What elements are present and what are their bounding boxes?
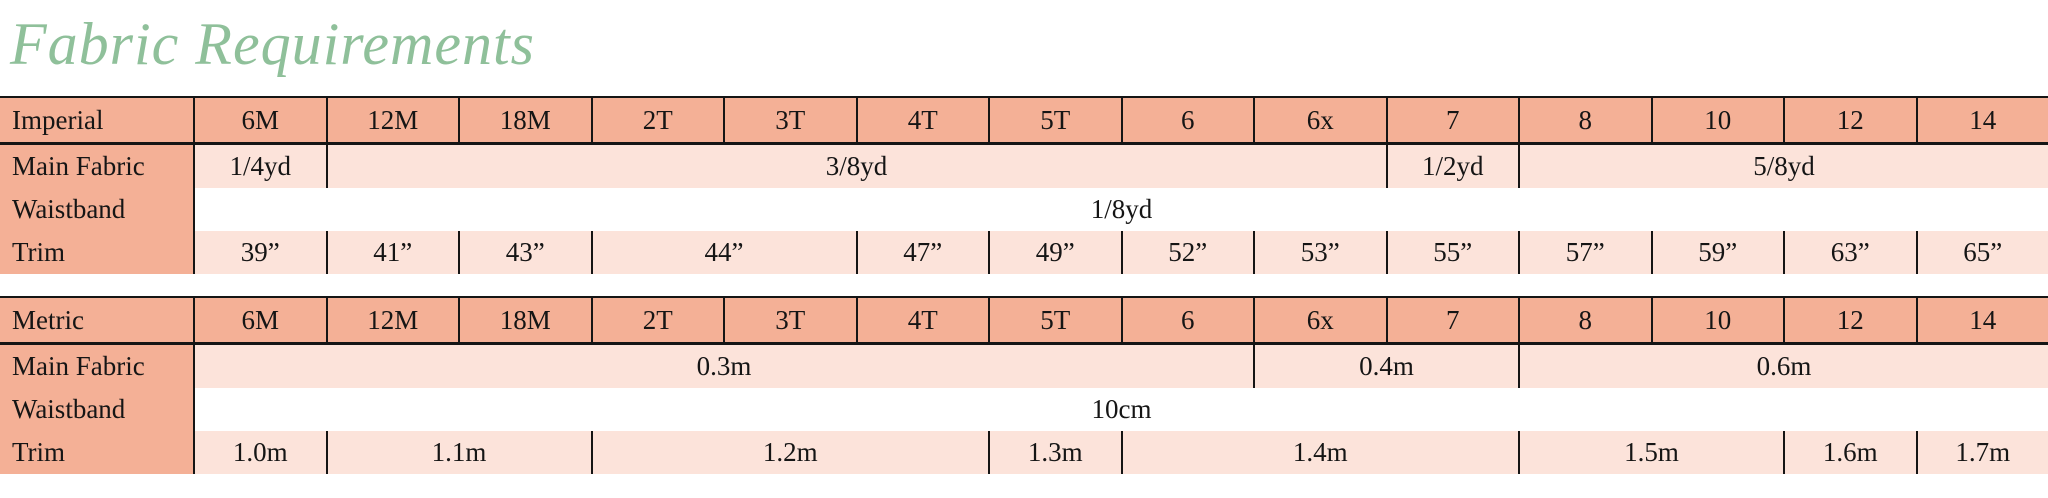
row-label: Trim: [0, 231, 193, 274]
value-cell: 1.3m: [988, 431, 1121, 474]
size-header: 14: [1915, 98, 2048, 145]
size-header: 6x: [1253, 98, 1386, 145]
size-header: 12M: [325, 98, 458, 145]
value-cell: 52”: [1120, 231, 1253, 274]
value-cell: 10cm: [193, 388, 2048, 431]
value-cell: 44”: [590, 231, 856, 274]
row-label: Main Fabric: [0, 145, 193, 188]
value-cell: 1.2m: [590, 431, 988, 474]
size-header: 7: [1385, 298, 1518, 345]
value-cell: 55”: [1385, 231, 1518, 274]
value-cell: 43”: [458, 231, 591, 274]
size-header: 5T: [988, 98, 1121, 145]
value-cell: 53”: [1253, 231, 1386, 274]
fabric-requirements-page: Fabric Requirements Imperial 6M 12M 18M 2T 3T…: [0, 14, 2048, 498]
table-imperial: Imperial 6M 12M 18M 2T 3T 4T 5T 6 6x 7 8 10 12 14 Main …: [0, 96, 2048, 274]
size-header: 12: [1783, 98, 1916, 145]
size-header: 6x: [1253, 298, 1386, 345]
value-cell: 1/4yd: [193, 145, 326, 188]
size-header: 14: [1915, 298, 2048, 345]
value-cell: 59”: [1650, 231, 1783, 274]
value-cell: 49”: [988, 231, 1121, 274]
size-header: 6: [1120, 298, 1253, 345]
row-label: Waistband: [0, 188, 193, 231]
size-header: 8: [1518, 298, 1651, 345]
size-header: 6: [1120, 98, 1253, 145]
table-metric: Metric 6M 12M 18M 2T 3T 4T 5T 6 6x 7 8 10 12 14 Main Fa…: [0, 296, 2048, 474]
size-header: 8: [1518, 98, 1651, 145]
page-title: Fabric Requirements: [10, 11, 535, 77]
size-header: 7: [1385, 98, 1518, 145]
row-label: Trim: [0, 431, 193, 474]
size-header: 6M: [193, 98, 326, 145]
value-cell: 39”: [193, 231, 326, 274]
size-header: 3T: [723, 98, 856, 145]
value-cell: 1.0m: [193, 431, 326, 474]
value-cell: 0.4m: [1253, 345, 1518, 388]
value-cell: 5/8yd: [1518, 145, 2048, 188]
unit-label-header: Imperial: [0, 98, 193, 145]
value-cell: 3/8yd: [325, 145, 1386, 188]
value-cell: 1.5m: [1518, 431, 1783, 474]
size-header: 4T: [855, 298, 988, 345]
value-cell: 65”: [1915, 231, 2048, 274]
size-header: 10: [1650, 298, 1783, 345]
row-label: Main Fabric: [0, 345, 193, 388]
size-header: 2T: [590, 298, 723, 345]
value-cell: 47”: [855, 231, 988, 274]
size-header: 18M: [458, 98, 591, 145]
size-header: 3T: [723, 298, 856, 345]
value-cell: 1/2yd: [1385, 145, 1518, 188]
value-cell: 0.3m: [193, 345, 1253, 388]
size-header: 2T: [590, 98, 723, 145]
value-cell: 1.7m: [1915, 431, 2048, 474]
requirement-tables: Imperial 6M 12M 18M 2T 3T 4T 5T 6 6x 7 8 10 12 14 Main …: [0, 96, 2048, 474]
row-label: Waistband: [0, 388, 193, 431]
value-cell: 41”: [325, 231, 458, 274]
value-cell: 1.4m: [1120, 431, 1518, 474]
size-header: 18M: [458, 298, 591, 345]
size-header: 10: [1650, 98, 1783, 145]
size-header: 4T: [855, 98, 988, 145]
size-header: 12M: [325, 298, 458, 345]
value-cell: 57”: [1518, 231, 1651, 274]
value-cell: 1.1m: [325, 431, 591, 474]
size-header: 12: [1783, 298, 1916, 345]
unit-label-header: Metric: [0, 298, 193, 345]
value-cell: 1.6m: [1783, 431, 1916, 474]
value-cell: 0.6m: [1518, 345, 2048, 388]
size-header: 6M: [193, 298, 326, 345]
value-cell: 63”: [1783, 231, 1916, 274]
value-cell: 1/8yd: [193, 188, 2048, 231]
size-header: 5T: [988, 298, 1121, 345]
